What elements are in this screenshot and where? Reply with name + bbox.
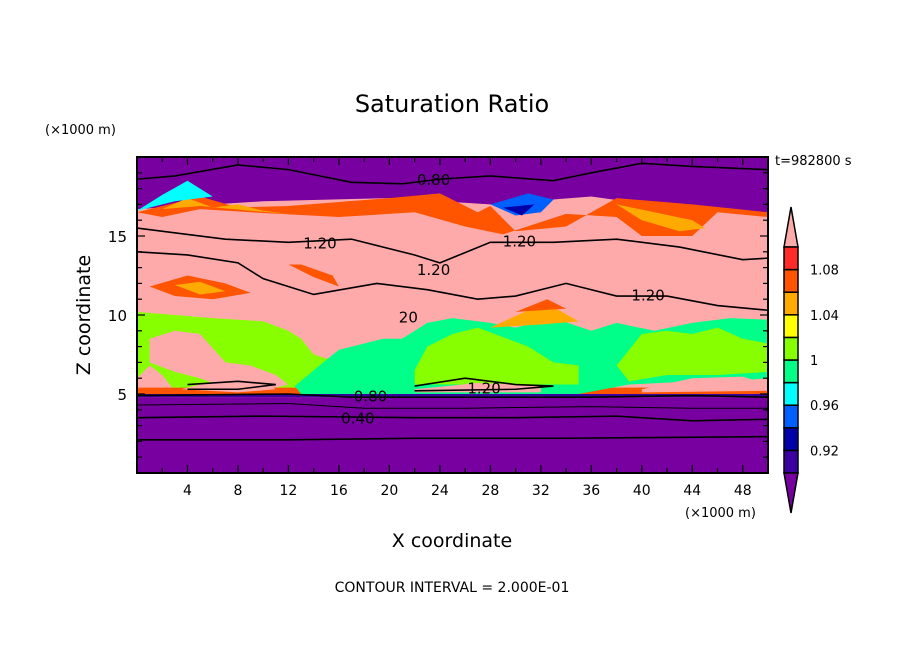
contour-line — [187, 380, 276, 391]
y-tick-label: 10 — [108, 307, 127, 325]
filled-region — [515, 299, 567, 312]
chart-title: Saturation Ratio — [355, 90, 549, 118]
filled-region — [616, 204, 705, 232]
x-tick-label: 28 — [481, 483, 499, 499]
filled-region — [137, 193, 768, 236]
colorbar-label: 0.96 — [810, 399, 839, 414]
contour-label: 1.20 — [303, 234, 336, 252]
x-tick-label: 20 — [380, 483, 398, 499]
time-label: t=982800 s — [775, 154, 852, 169]
contour-line — [137, 227, 768, 264]
contour-line — [137, 393, 768, 398]
contour-label: 1.20 — [503, 233, 536, 251]
colorbar-over-triangle — [783, 206, 799, 248]
contour-line — [137, 402, 768, 409]
filled-region — [414, 327, 579, 385]
filled-region — [502, 204, 535, 216]
y-tick-label: 5 — [117, 386, 127, 404]
x-tick-label: 24 — [431, 483, 449, 499]
contour-field: 0.80 1.20 1.20 1.20 1.20 20 1.20 0.80 0.40 — [137, 157, 768, 473]
contour-label: 1.20 — [417, 261, 450, 279]
colorbar-swatch — [783, 359, 799, 384]
contour-label: 20 — [399, 309, 418, 327]
colorbar-under-triangle — [783, 472, 799, 514]
contour-line — [137, 251, 768, 312]
colorbar-label: 0.92 — [810, 444, 839, 459]
colorbar-label: 1.04 — [810, 309, 839, 324]
colorbar-swatch — [783, 404, 799, 429]
filled-region — [490, 193, 554, 216]
x-unit-label: (×1000 m) — [685, 506, 756, 521]
filled-region — [641, 376, 768, 393]
filled-region — [162, 198, 289, 214]
colorbar-swatch — [783, 246, 799, 271]
x-tick-label: 8 — [233, 483, 242, 499]
colorbar-swatch — [783, 449, 799, 474]
contour-line — [137, 415, 768, 422]
contour-label: 0.80 — [354, 388, 387, 406]
filled-region — [616, 327, 768, 382]
filled-region — [490, 307, 579, 328]
colorbar-swatch — [783, 381, 799, 406]
x-tick-label: 4 — [183, 483, 192, 499]
contour-label: 1.20 — [467, 380, 500, 398]
filled-region — [149, 330, 289, 391]
x-tick-label: 40 — [633, 483, 651, 499]
x-tick-label: 16 — [330, 483, 348, 499]
filled-region — [174, 281, 226, 295]
x-axis-label: X coordinate — [392, 530, 512, 552]
filled-region — [137, 180, 213, 211]
colorbar: 1.08 1.04 1 0.96 0.92 — [783, 206, 839, 514]
colorbar-swatch — [783, 314, 799, 339]
colorbar-swatch — [783, 427, 799, 452]
contour-label: 0.80 — [417, 171, 450, 189]
x-tick-label: 44 — [683, 483, 701, 499]
colorbar-label: 1.08 — [810, 264, 839, 279]
colorbar-swatch — [783, 291, 799, 316]
contour-interval-label: CONTOUR INTERVAL = 2.000E-01 — [335, 580, 570, 596]
y-unit-label: (×1000 m) — [45, 123, 116, 138]
colorbar-label: 1 — [810, 354, 818, 369]
colorbar-swatch — [783, 268, 799, 293]
y-tick-label: 15 — [108, 228, 127, 246]
contour-label: 0.40 — [341, 410, 374, 428]
x-tick-label: 48 — [734, 483, 752, 499]
x-tick-label: 36 — [582, 483, 600, 499]
x-tick-label: 32 — [532, 483, 550, 499]
y-axis-label: Z coordinate — [73, 255, 95, 375]
contour-line — [137, 435, 768, 441]
filled-region — [288, 264, 339, 287]
x-tick-label: 12 — [280, 483, 298, 499]
contour-label: 1.20 — [631, 286, 664, 304]
colorbar-swatch — [783, 336, 799, 361]
contour-line — [414, 377, 554, 392]
